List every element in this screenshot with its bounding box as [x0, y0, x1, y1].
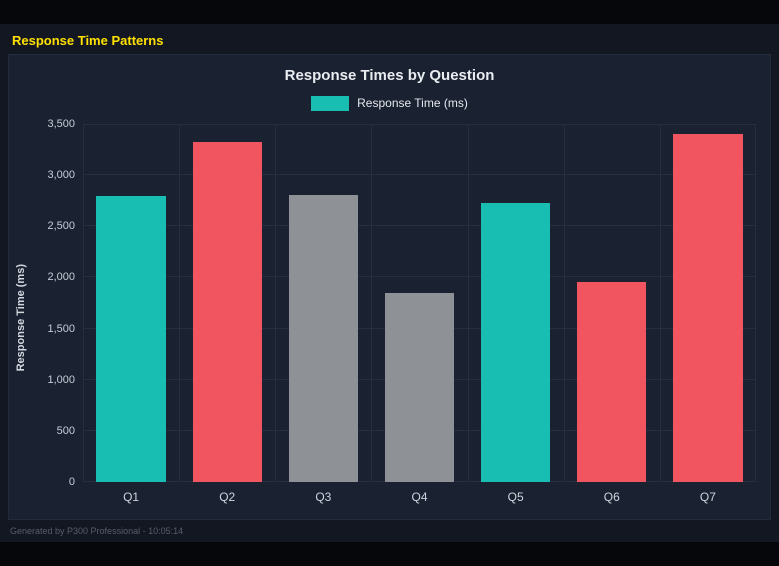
- bar-Q1[interactable]: [96, 195, 166, 482]
- y-tick-label: 2,500: [47, 220, 75, 233]
- page-footer: Generated by P300 Professional - 10:05:1…: [0, 520, 779, 542]
- legend-swatch: [311, 95, 350, 111]
- y-axis-label-wrap: Response Time (ms): [15, 124, 33, 512]
- grid-line-h: [83, 124, 756, 125]
- page-title: Response Time Patterns: [12, 33, 164, 48]
- grid-line-v: [467, 124, 469, 482]
- bottom-strip: [0, 542, 779, 566]
- grid-line-v: [755, 124, 756, 482]
- bar-cell: [468, 124, 564, 482]
- grid-line-h: [83, 276, 756, 278]
- bar-Q2[interactable]: [192, 142, 262, 482]
- chart-panel: Response Times by Question Response Time…: [8, 54, 771, 520]
- y-tick-label: 1,500: [47, 322, 75, 335]
- legend-label: Response Time (ms): [357, 96, 468, 110]
- bar-Q4[interactable]: [384, 292, 455, 482]
- x-tick-label: Q4: [411, 490, 428, 504]
- bar-cell: [371, 124, 467, 482]
- y-tick-label: 500: [56, 424, 75, 437]
- top-strip: [0, 0, 779, 24]
- y-tick-label: 3,500: [47, 118, 75, 130]
- bar-cell: [275, 124, 371, 482]
- plot-area: [83, 124, 756, 482]
- bar-cell: [660, 124, 756, 482]
- y-tick-label: 1,000: [47, 373, 75, 386]
- bar-Q3[interactable]: [288, 194, 358, 482]
- bar-Q6[interactable]: [577, 281, 647, 482]
- bar-cell: [179, 124, 275, 482]
- grid-line-h: [83, 174, 756, 176]
- x-tick-label: Q6: [603, 490, 620, 504]
- grid-line-h: [83, 225, 756, 227]
- footer-text: Generated by P300 Professional - 10:05:1…: [10, 526, 184, 536]
- y-tick-label: 2,000: [47, 271, 75, 284]
- grid-line-v: [371, 124, 373, 482]
- grid-line-v: [83, 124, 84, 482]
- bar-Q7[interactable]: [673, 134, 743, 482]
- grid-line-v: [563, 124, 565, 482]
- chart-body: Response Time (ms) 0 500 1,000 1,500 2,000 2,…: [15, 118, 756, 512]
- x-tick-label: Q3: [315, 490, 332, 504]
- x-tick-label: Q1: [123, 490, 140, 504]
- y-axis-label: Response Time (ms): [15, 264, 27, 372]
- grid-line-v: [659, 124, 661, 482]
- x-tick-label: Q5: [507, 490, 524, 504]
- bar-Q5[interactable]: [481, 202, 551, 482]
- chart-legend[interactable]: Response Time (ms): [9, 94, 770, 112]
- chart-title: Response Times by Question: [284, 67, 495, 84]
- page-header: Response Time Patterns: [0, 24, 779, 54]
- grid-line-v: [275, 124, 277, 482]
- x-tick-label: Q7: [699, 490, 716, 504]
- y-tick-label: 0: [68, 476, 75, 488]
- bar-cell: [83, 124, 179, 482]
- bars-layer: [83, 124, 756, 482]
- x-axis-labels: Q1 Q2 Q3 Q4 Q5 Q6 Q7: [83, 482, 756, 512]
- y-tick-label: 3,000: [47, 169, 75, 182]
- x-tick-label: Q2: [219, 490, 236, 504]
- bar-cell: [564, 124, 660, 482]
- grid-line-v: [179, 124, 181, 482]
- plot-column: Q1 Q2 Q3 Q4 Q5 Q6 Q7: [83, 124, 756, 512]
- y-axis-ticks: 0 500 1,000 1,500 2,000 2,500 3,000 3,500: [33, 118, 83, 488]
